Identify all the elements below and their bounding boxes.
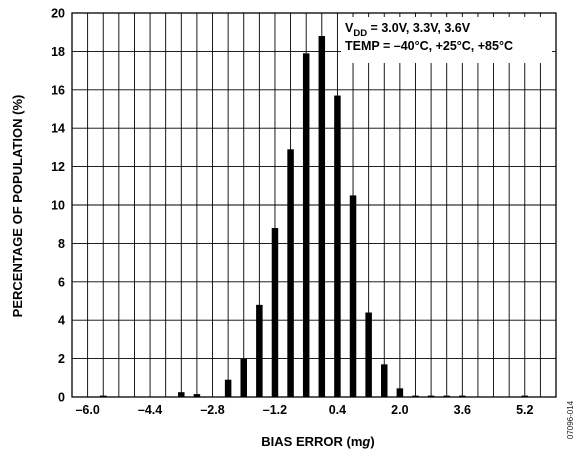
y-tick-label: 0: [58, 391, 65, 405]
bar: [427, 395, 435, 397]
annotation-background: [341, 17, 552, 63]
annotation-vdd-prefix: V: [345, 21, 354, 35]
annotation-temp: TEMP = –40°C, +25°C, +85°C: [345, 39, 513, 53]
bar: [240, 358, 247, 397]
grid-lines: [72, 13, 556, 397]
x-tick-label: 2.0: [391, 403, 408, 417]
bar: [365, 312, 372, 397]
bar: [256, 304, 263, 397]
x-tick-label: –4.4: [138, 403, 162, 417]
annotation-vdd: VDD = 3.0V, 3.3V, 3.6V: [345, 21, 471, 39]
y-tick-label: 18: [51, 45, 65, 59]
annotation-vdd-subscript: DD: [353, 28, 367, 39]
y-tick-label: 16: [51, 83, 65, 97]
x-tick-label: 5.2: [516, 403, 533, 417]
y-tick-label: 4: [58, 314, 65, 328]
x-tick-label: 3.6: [454, 403, 471, 417]
y-tick-label: 14: [51, 122, 65, 136]
y-tick-label: 6: [58, 275, 65, 289]
bar: [381, 364, 388, 397]
x-tick-label: –2.8: [200, 403, 224, 417]
plot-frame: [71, 12, 557, 398]
bar: [521, 395, 529, 397]
x-axis-label-suffix: ): [370, 434, 374, 449]
bar: [412, 395, 419, 397]
x-tick-labels: –6.0 –4.4 –2.8 –1.2 0.4 2.0 3.6 5.2: [75, 403, 533, 417]
bar: [99, 395, 107, 397]
bar: [178, 392, 185, 397]
y-tick-label: 2: [58, 352, 65, 366]
bar: [287, 149, 294, 397]
x-tick-label: –6.0: [75, 403, 99, 417]
bar-series: [99, 36, 529, 397]
bar: [224, 379, 232, 397]
bar: [334, 95, 341, 397]
x-tick-label: 0.4: [329, 403, 346, 417]
bar: [193, 394, 201, 397]
y-tick-labels: 0 2 4 6 8 10 12 14 16 18 20: [51, 7, 65, 405]
y-tick-label: 10: [51, 199, 65, 213]
annotation-vdd-values: = 3.0V, 3.3V, 3.6V: [367, 21, 471, 35]
bar: [459, 395, 466, 397]
bar: [349, 195, 357, 397]
bar: [443, 395, 450, 397]
y-tick-label: 20: [51, 7, 65, 21]
y-tick-label: 8: [58, 237, 65, 251]
y-tick-label: 12: [51, 160, 65, 174]
y-axis-label: PERCENTAGE OF POPULATION (%): [10, 95, 25, 318]
bar: [271, 228, 279, 397]
figure-id: 07096-014: [566, 400, 575, 439]
x-axis-label-unit: g: [361, 434, 370, 449]
x-axis-label: BIAS ERROR (mg): [261, 434, 374, 449]
x-axis-label-prefix: BIAS ERROR (m: [261, 434, 362, 449]
bar: [396, 388, 404, 397]
bar: [302, 53, 310, 397]
bar: [318, 36, 326, 397]
x-tick-label: –1.2: [263, 403, 287, 417]
